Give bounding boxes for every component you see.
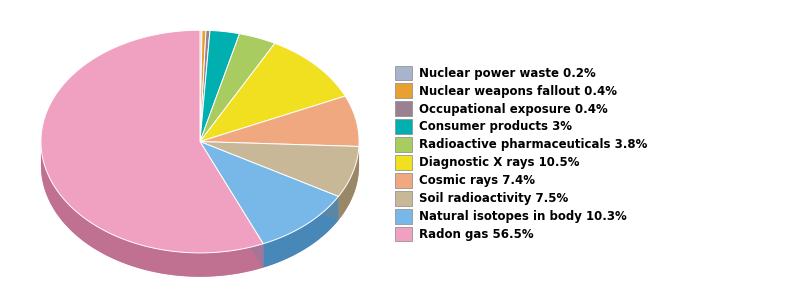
- Polygon shape: [263, 196, 338, 268]
- Polygon shape: [200, 142, 359, 170]
- Polygon shape: [200, 142, 263, 268]
- Polygon shape: [41, 142, 263, 277]
- Legend: Nuclear power waste 0.2%, Nuclear weapons fallout 0.4%, Occupational exposure 0.: Nuclear power waste 0.2%, Nuclear weapon…: [390, 61, 653, 246]
- Polygon shape: [200, 142, 338, 220]
- Polygon shape: [200, 30, 239, 142]
- Polygon shape: [200, 43, 345, 142]
- Polygon shape: [200, 96, 359, 146]
- Polygon shape: [200, 30, 202, 142]
- Polygon shape: [200, 142, 263, 268]
- Polygon shape: [200, 142, 359, 196]
- Polygon shape: [200, 30, 206, 142]
- Polygon shape: [338, 146, 359, 220]
- Polygon shape: [200, 142, 338, 244]
- Polygon shape: [200, 34, 275, 142]
- Polygon shape: [200, 142, 338, 220]
- Polygon shape: [200, 30, 210, 142]
- Ellipse shape: [41, 54, 359, 277]
- Polygon shape: [200, 142, 359, 170]
- Polygon shape: [41, 30, 263, 253]
